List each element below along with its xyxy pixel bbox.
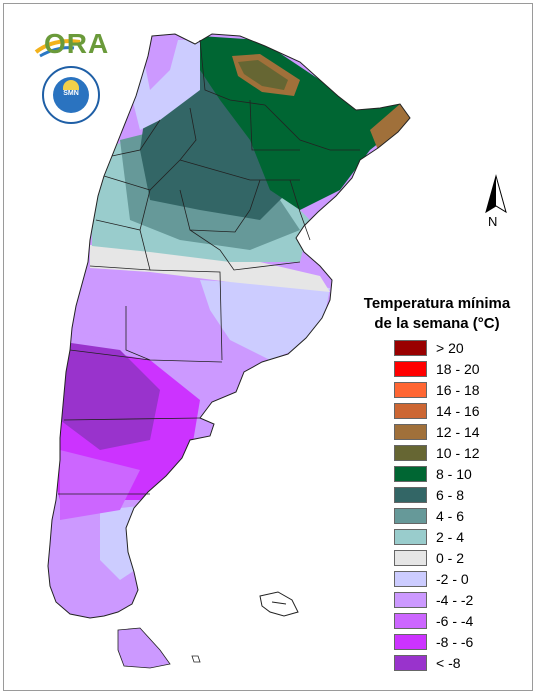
smn-seal: SMN	[42, 66, 100, 124]
ora-logo-text: ORA	[44, 28, 110, 59]
legend-swatch	[394, 613, 427, 629]
legend-label: -6 - -4	[436, 613, 474, 629]
legend-item: -8 - -6	[394, 632, 534, 653]
legend-swatch	[394, 550, 427, 566]
north-arrow-icon	[485, 174, 507, 214]
legend-item: 8 - 10	[394, 464, 534, 485]
legend-label: 8 - 10	[436, 466, 472, 482]
legend-item: 18 - 20	[394, 359, 534, 380]
seal-sun-icon	[63, 80, 79, 90]
legend-label: -4 - -2	[436, 592, 474, 608]
legend-item: < -8	[394, 653, 534, 674]
legend-swatch	[394, 382, 427, 398]
legend-item: 2 - 4	[394, 527, 534, 548]
tierra-del-fuego	[117, 627, 171, 669]
legend-item: -6 - -4	[394, 611, 534, 632]
malvinas-islands	[259, 591, 299, 617]
legend-swatch	[394, 655, 427, 671]
legend-item: -4 - -2	[394, 590, 534, 611]
legend-item: 4 - 6	[394, 506, 534, 527]
legend-label: > 20	[436, 340, 464, 356]
legend-swatch	[394, 508, 427, 524]
seal-text: SMN	[63, 90, 79, 97]
legend-label: 10 - 12	[436, 445, 480, 461]
legend-swatch	[394, 634, 427, 650]
legend-swatch	[394, 403, 427, 419]
legend-label: 0 - 2	[436, 550, 465, 566]
province-boundaries	[58, 39, 360, 495]
legend-label: < -8	[436, 655, 461, 671]
legend-label: -8 - -6	[436, 634, 474, 650]
legend-item: 0 - 2	[394, 548, 534, 569]
legend-label: 2 - 4	[436, 529, 465, 545]
country-outline	[47, 33, 411, 619]
legend-item: 16 - 18	[394, 380, 534, 401]
legend-item: -2 - 0	[394, 569, 534, 590]
legend-swatch	[394, 571, 427, 587]
legend-title: Temperatura mínima de la semana (°C)	[342, 294, 532, 334]
legend-swatch	[394, 424, 427, 440]
legend-title-line2: de la semana (°C)	[374, 315, 500, 332]
legend-swatch	[394, 466, 427, 482]
legend-swatch	[394, 445, 427, 461]
legend-label: 6 - 8	[436, 487, 465, 503]
legend-item: > 20	[394, 338, 534, 359]
north-label: N	[488, 214, 498, 229]
legend-label: 12 - 14	[436, 424, 480, 440]
legend-swatch	[394, 487, 427, 503]
legend-label: -2 - 0	[436, 571, 469, 587]
legend-swatch	[394, 340, 427, 356]
legend: > 20 18 - 20 16 - 18 14 - 16 12 - 14 10 - 12 8…	[394, 338, 534, 674]
legend-label: 18 - 20	[436, 361, 480, 377]
legend-label: 14 - 16	[436, 403, 480, 419]
legend-label: 16 - 18	[436, 382, 480, 398]
legend-label: 4 - 6	[436, 508, 465, 524]
legend-title-line1: Temperatura mínima	[363, 295, 511, 312]
legend-item: 10 - 12	[394, 443, 534, 464]
legend-item: 6 - 8	[394, 485, 534, 506]
legend-item: 14 - 16	[394, 401, 534, 422]
legend-swatch	[394, 361, 427, 377]
legend-swatch	[394, 592, 427, 608]
legend-item: 12 - 14	[394, 422, 534, 443]
legend-swatch	[394, 529, 427, 545]
ora-logo	[34, 39, 81, 58]
